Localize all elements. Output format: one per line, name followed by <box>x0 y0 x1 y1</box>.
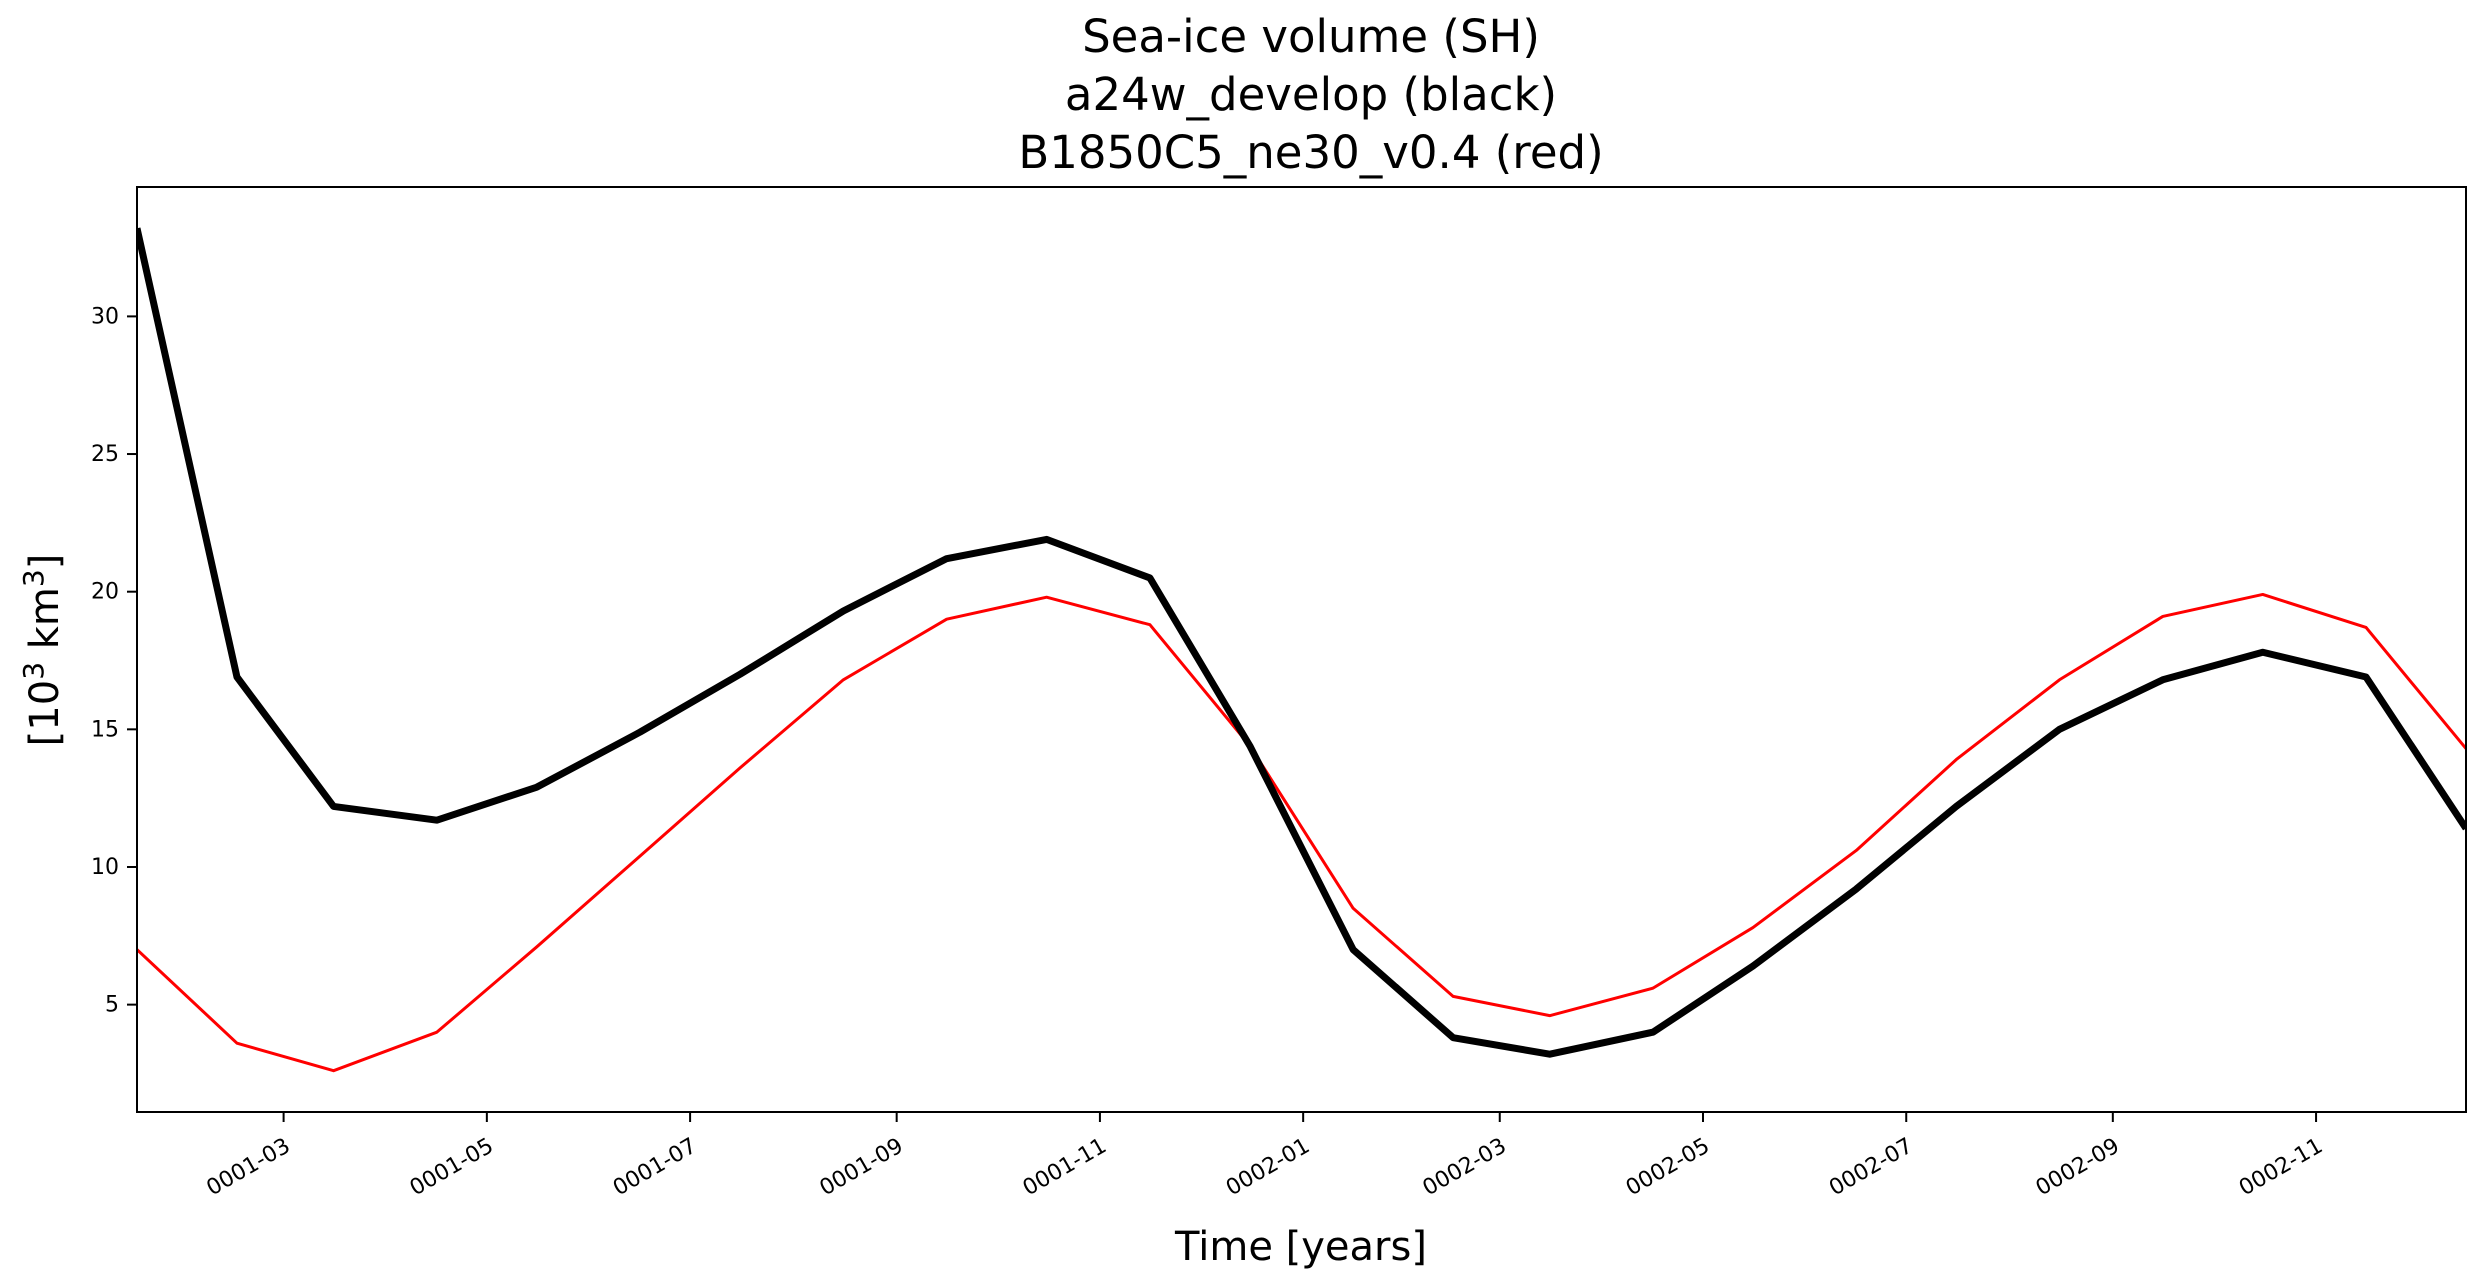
plot-frame <box>136 186 2467 1113</box>
x-tick-label: 0001-07 <box>609 1134 701 1202</box>
x-tick-label: 0002-11 <box>2235 1134 2327 1202</box>
y-tick-label: 30 <box>91 304 119 329</box>
series-line-b1850c5-ne30-v0-4 <box>137 592 2466 1073</box>
x-tick-label: 0002-07 <box>1825 1134 1917 1202</box>
y-tick-label: 15 <box>91 717 119 742</box>
series-line-a24w-develop <box>137 227 2466 1058</box>
y-tick-label: 20 <box>91 580 119 605</box>
y-tick-label: 25 <box>91 442 119 467</box>
x-axis-label: Time [years] <box>1174 1224 1427 1270</box>
y-tick-label: 10 <box>91 855 119 880</box>
y-tick-label: 5 <box>105 993 119 1018</box>
x-tick-label: 0002-05 <box>1622 1134 1714 1202</box>
x-tick-label: 0001-05 <box>406 1134 498 1202</box>
x-tick-label: 0002-01 <box>1222 1134 1314 1202</box>
y-axis-label: [103 km3] <box>17 554 68 747</box>
x-tick-label: 0001-03 <box>202 1134 294 1202</box>
x-tick-label: 0002-03 <box>1419 1134 1511 1202</box>
x-tick-label: 0001-11 <box>1019 1134 1111 1202</box>
chart-title-line-3: B1850C5_ne30_v0.4 (red) <box>1018 126 1603 179</box>
x-tick-label: 0001-09 <box>816 1134 908 1202</box>
chart-title-line-1: Sea-ice volume (SH) <box>1082 10 1540 63</box>
chart-title-line-2: a24w_develop (black) <box>1065 68 1557 121</box>
x-tick-label: 0002-09 <box>2032 1134 2124 1202</box>
